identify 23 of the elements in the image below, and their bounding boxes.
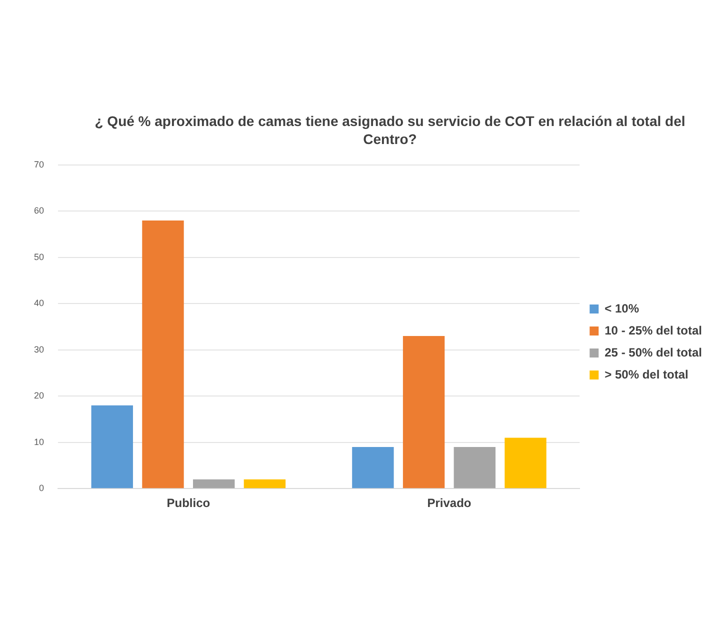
bar: [192, 479, 235, 488]
x-tick-label: Privado: [427, 496, 472, 510]
y-tick-label: 0: [38, 483, 44, 494]
y-tick-label: 10: [34, 436, 44, 447]
y-tick-label: 40: [34, 298, 44, 308]
bar: [454, 446, 496, 488]
y-tick-label: 50: [34, 252, 44, 262]
legend-label: 10 - 25% del total: [604, 323, 702, 338]
legend-label: 25 - 50% del total: [604, 345, 702, 360]
legend-label: < 10%: [604, 301, 640, 316]
bar: [402, 336, 445, 488]
y-tick-label: 70: [34, 159, 44, 170]
y-tick-label: 30: [34, 344, 44, 354]
bar: [244, 479, 286, 488]
y-tick-label: 60: [34, 206, 44, 216]
bar: [91, 405, 133, 488]
bar: [504, 438, 546, 488]
x-tick-label: Publico: [166, 496, 210, 510]
bar: [142, 220, 184, 488]
chart-title: ¿ Qué % aproximado de camas tiene asignado su servicio de COT en relación al total del Centro?: [94, 112, 686, 148]
legend-label: > 50% del total: [604, 367, 688, 382]
bar: [352, 446, 394, 488]
y-tick-label: 20: [34, 390, 44, 401]
